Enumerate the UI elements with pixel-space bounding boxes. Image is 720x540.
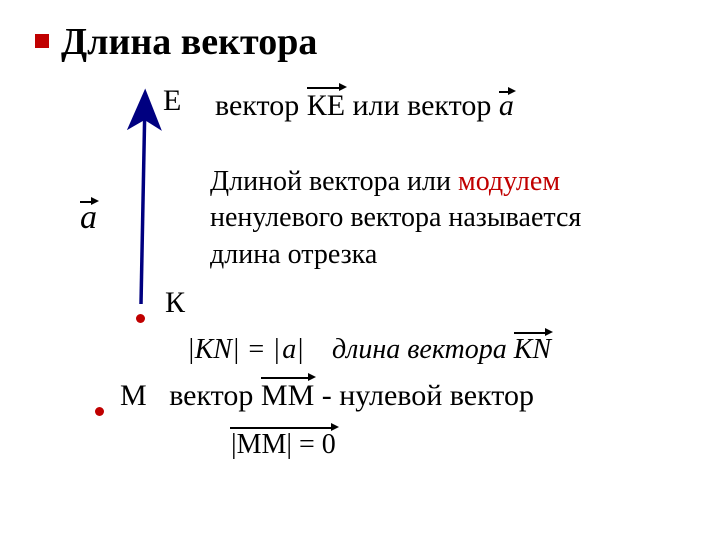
zero-suffix: - нулевой вектор xyxy=(314,379,534,412)
point-m xyxy=(95,392,104,424)
zero-prefix: вектор xyxy=(169,379,261,412)
len-a: а xyxy=(282,334,296,365)
point-m-label: М xyxy=(120,379,147,412)
point-k-label: К xyxy=(165,286,185,320)
point-m-dot xyxy=(95,407,104,416)
line1-middle: или вектор xyxy=(345,89,499,122)
point-e-label: Е xyxy=(163,84,181,118)
zero-mm: ММ xyxy=(261,379,314,412)
vector-a-label: а xyxy=(80,199,97,237)
line1-ke: КЕ xyxy=(307,89,345,122)
definition-block: Длиной вектора или модулем ненулевого ве… xyxy=(210,164,581,273)
point-k-dot xyxy=(136,314,145,323)
def-l1a: Длиной вектора или xyxy=(210,166,458,197)
vector-names-line: вектор КЕ или вектор а xyxy=(215,89,514,123)
zero-len-text: |ММ| = 0 xyxy=(231,429,336,460)
len-lhs: |КN| = | xyxy=(187,334,280,365)
point-k xyxy=(136,299,145,331)
line1-prefix: вектор xyxy=(215,89,307,122)
zero-vector-line: М вектор ММ - нулевой вектор xyxy=(120,379,534,413)
length-equation: |КN| = | а| длина вектора КN xyxy=(185,334,551,366)
len-desc-prefix: длина вектора xyxy=(332,334,514,365)
def-l1b: модулем xyxy=(458,166,560,197)
def-l2: ненулевого вектора называется xyxy=(210,200,581,236)
zero-length-equation: |ММ| = 0 xyxy=(230,429,337,461)
len-desc-kn: КN xyxy=(514,334,551,365)
len-rhs: | xyxy=(296,334,304,365)
def-l3: длина отрезка xyxy=(210,237,581,273)
